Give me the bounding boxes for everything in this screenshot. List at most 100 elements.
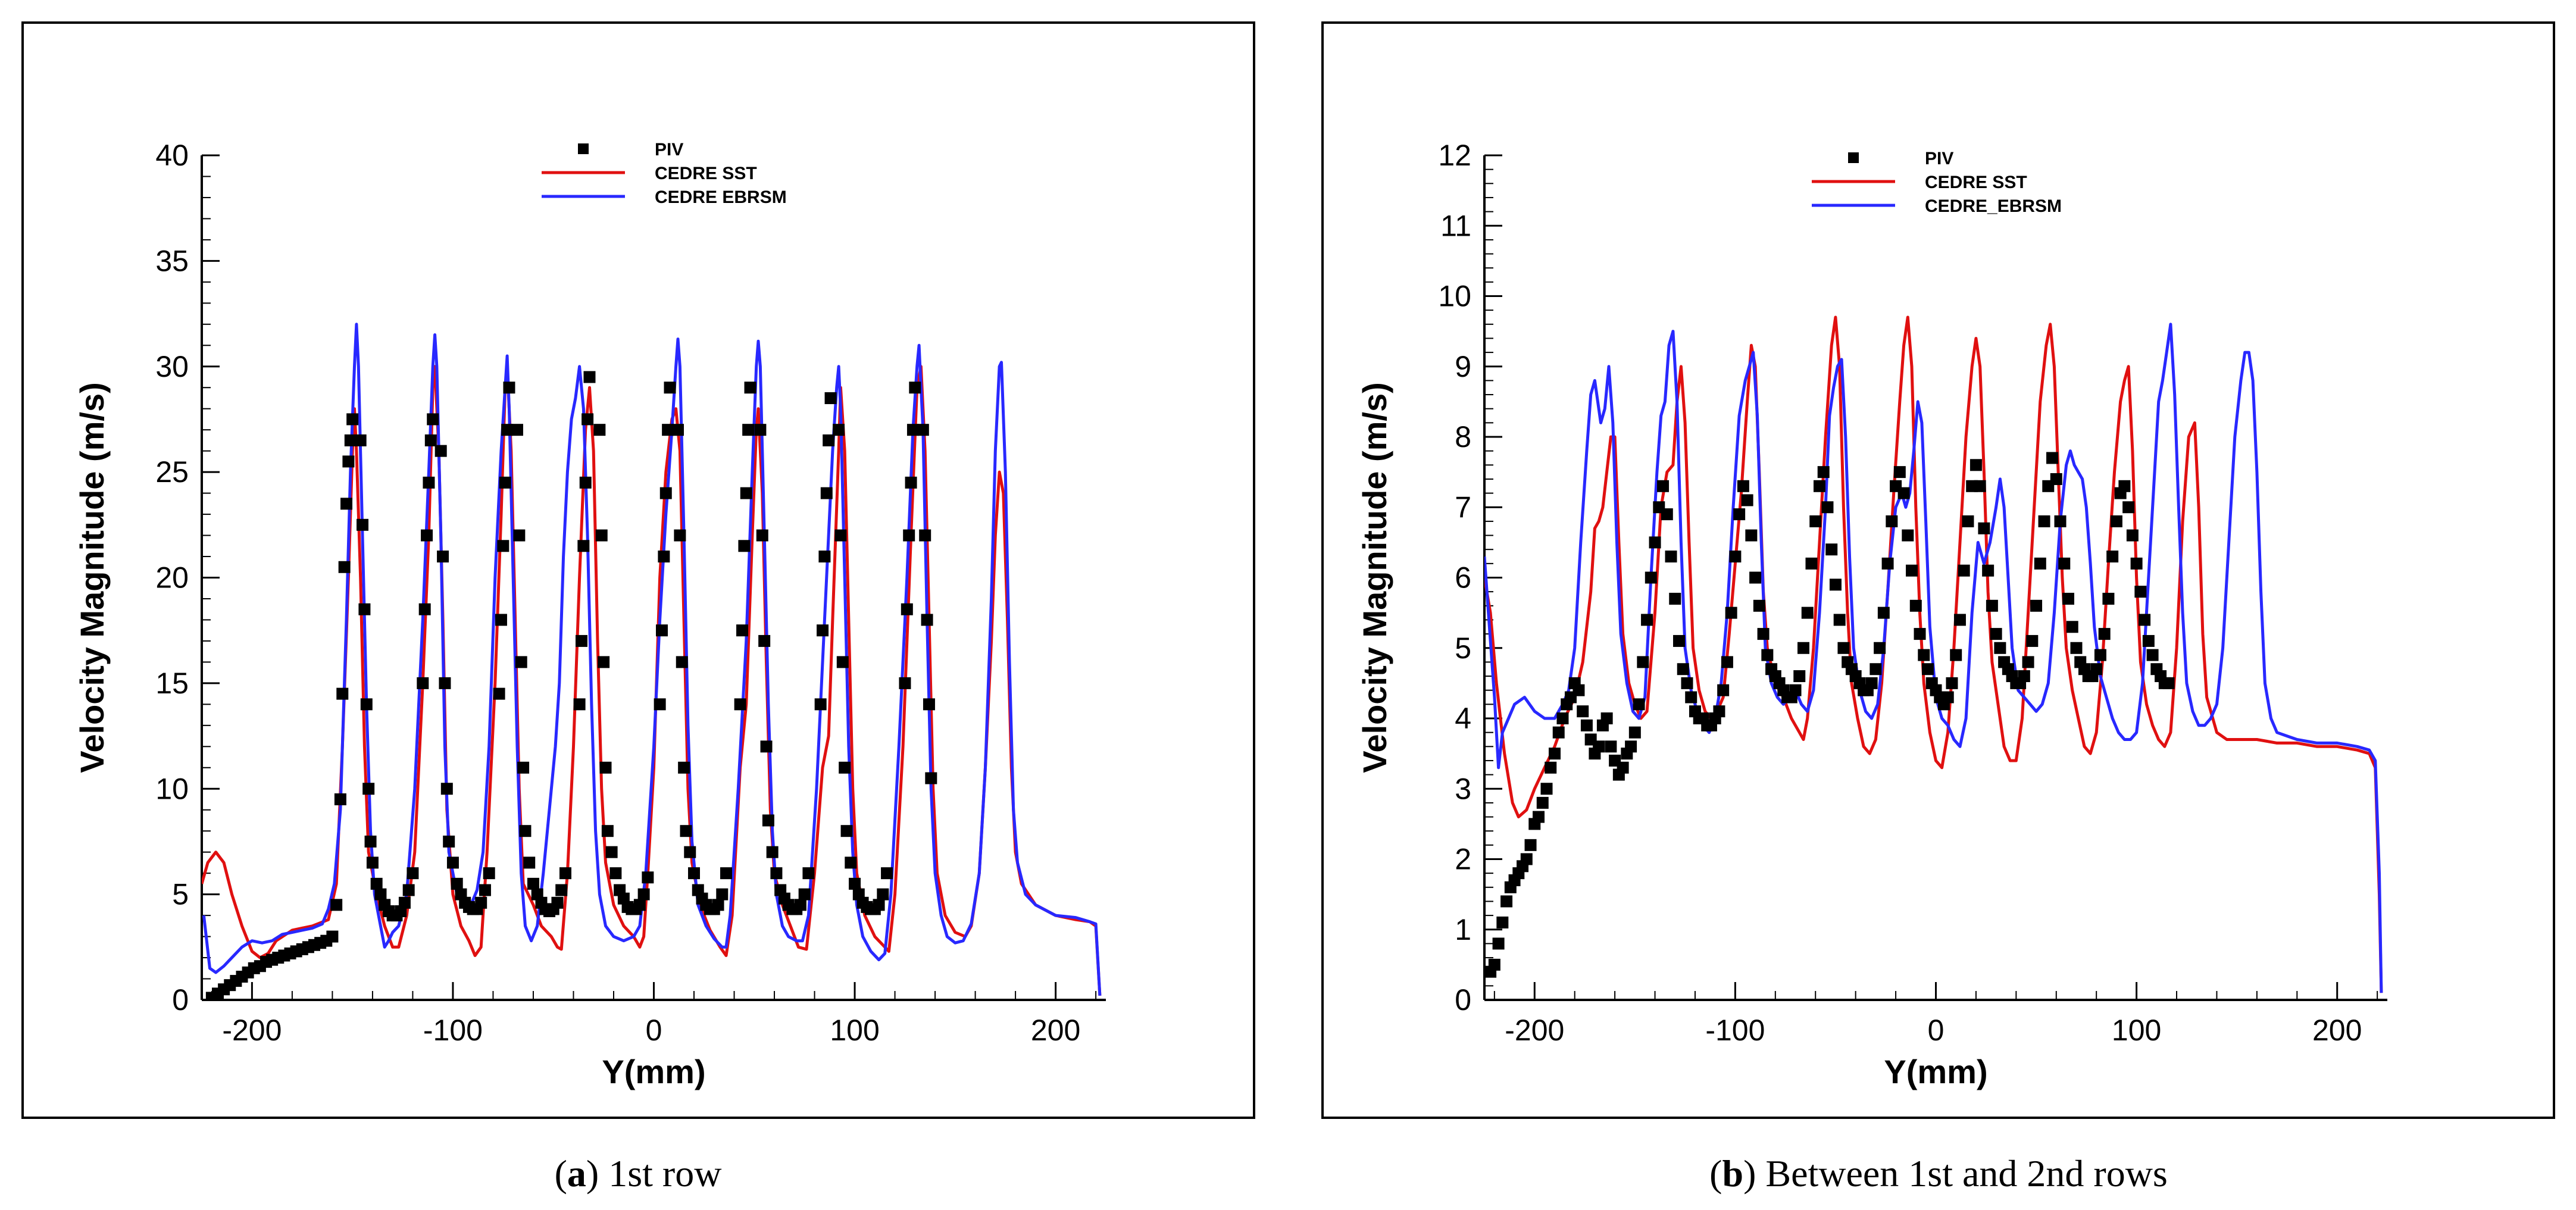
chart-a-series-piv-point <box>840 825 853 837</box>
chart-b-series-piv-point <box>2062 592 2074 605</box>
chart-a-series-piv-point <box>499 476 511 489</box>
chart-b-series-piv-point <box>1978 522 1990 534</box>
chart-a-series-piv-point <box>798 888 811 901</box>
chart-a-series-piv-point <box>834 529 847 542</box>
chart-a-series-piv-point <box>605 846 618 858</box>
chart-b-series-piv-point <box>1821 501 1834 514</box>
chart-a-series-piv-point <box>579 476 592 489</box>
chart-a-series-piv-point <box>877 888 889 901</box>
chart-a-series-piv-point <box>740 487 752 499</box>
chart-b-legend: PIV CEDRE SST CEDRE_EBRSM <box>1812 149 2062 216</box>
chart-a-y-tick-label: 20 <box>155 561 189 595</box>
chart-a-series-piv-point <box>849 877 861 890</box>
chart-a-series-piv-point <box>794 899 806 911</box>
chart-a-series-piv-point <box>346 413 359 426</box>
chart-a-series-piv-point <box>760 740 773 753</box>
chart-a-y-tick-label: 25 <box>155 455 189 489</box>
chart-a-series-piv-point <box>601 825 614 837</box>
chart-b-x-tick-label: -100 <box>1705 1014 1765 1047</box>
chart-b-series-piv-point <box>1721 656 1733 668</box>
chart-a-series-piv-point <box>609 867 622 880</box>
chart-a-series-piv-point <box>340 498 353 510</box>
chart-b-series-piv-point <box>1492 937 1505 950</box>
chart-b-series-piv-point <box>1969 459 1982 471</box>
chart-b-series-piv-point <box>1681 677 1693 689</box>
chart-b-plot-area <box>1484 315 2383 993</box>
chart-b-y-tick-label: 8 <box>1455 420 1471 454</box>
chart-a-series-piv-point <box>511 424 523 436</box>
chart-a-series-piv-point <box>662 424 674 436</box>
chart-a-series-piv-point <box>417 677 429 689</box>
chart-a-y-tick-label: 0 <box>172 983 189 1017</box>
chart-a-series-piv-point <box>513 529 526 542</box>
chart-a-series-piv-point <box>475 896 487 909</box>
chart-b-series-piv-point <box>1886 515 1898 527</box>
chart-b-series-piv-point <box>2066 621 2078 633</box>
chart-b-series-piv-point <box>1677 663 1689 676</box>
chart-b-series-piv-point <box>1600 712 1613 724</box>
chart-a-series-piv-point <box>573 698 586 711</box>
chart-b-series-piv-point <box>1893 466 1906 479</box>
chart-a-series-piv-point <box>716 888 729 901</box>
chart-a-series-piv-point <box>680 825 692 837</box>
chart-b-series-cedre-ebrsm-line <box>1484 323 2383 993</box>
chart-a-series-piv-point <box>814 698 827 711</box>
caption-a: (a) 1st row <box>554 1152 722 1195</box>
chart-a-series-piv-point <box>836 656 849 668</box>
chart-b-series-piv-point <box>1745 529 1758 542</box>
chart-b-series-piv-point <box>1797 642 1810 654</box>
chart-a-legend-label-cedre-sst: CEDRE SST <box>655 164 757 183</box>
chart-a-series-piv-point <box>684 846 696 858</box>
chart-b-series-piv-point <box>1757 628 1770 640</box>
chart-panel-a: 0 5 10 15 20 25 30 35 40 -200 -100 0 100 200 Y(mm) Velo… <box>21 21 1255 1119</box>
chart-b-series-piv-point <box>1593 740 1605 753</box>
chart-b-series-piv-point <box>1625 740 1637 753</box>
chart-a-series-piv-point <box>418 603 431 615</box>
chart-b-series-piv-point <box>2098 628 2111 640</box>
chart-a-series-piv-point <box>402 884 415 896</box>
chart-a-series-piv-point <box>917 424 929 436</box>
chart-b-y-tick-label: 10 <box>1438 280 1471 313</box>
chart-b-series-piv-point <box>2050 473 2062 485</box>
chart-b-series-piv-point <box>1994 642 2006 654</box>
chart-a-series-piv-point <box>439 677 451 689</box>
chart-b-series-piv-point <box>1520 853 1533 865</box>
chart-panel-b: 0 1 2 3 4 5 6 7 8 9 10 11 12 -200 -100 0 100 200 Y(mm) Velo… <box>1321 21 2555 1119</box>
chart-a-series-piv-point <box>654 698 666 711</box>
chart-a-series-piv-point <box>358 603 371 615</box>
chart-b-series-piv-point <box>1761 649 1774 661</box>
chart-a-y-tick-label: 30 <box>155 350 189 383</box>
chart-b-series-piv-point <box>1801 606 1814 619</box>
chart-b-series-piv-point <box>2090 663 2103 676</box>
chart-a-series-piv-point <box>873 899 885 911</box>
chart-b-x-tick-label: 200 <box>2312 1014 2362 1047</box>
chart-a-y-tick-label: 35 <box>155 244 189 277</box>
chart-b-series-piv-point <box>1617 761 1629 774</box>
chart-b-series-piv-point <box>2046 452 2059 464</box>
chart-a-series-piv-point <box>421 529 433 542</box>
chart-b-legend-label-piv: PIV <box>1925 149 1953 168</box>
chart-a-series-piv-point <box>817 624 829 637</box>
chart-a-series-piv-point <box>754 424 767 436</box>
chart-a-series-piv-point <box>326 930 339 943</box>
chart-a-series-piv-point <box>756 529 768 542</box>
chart-a-series-piv-point <box>437 551 449 563</box>
chart-b-series-piv-point <box>1950 649 1962 661</box>
chart-b-legend-swatch-piv <box>1848 152 1859 163</box>
chart-b-series-piv-point <box>1741 494 1753 506</box>
chart-b-series-piv-point <box>1870 663 1882 676</box>
chart-b-legend-label-cedre-sst: CEDRE SST <box>1925 173 2027 192</box>
chart-b-series-piv-point <box>1725 606 1737 619</box>
chart-a-series-piv-point <box>519 825 532 837</box>
chart-b-series-piv-point <box>1881 557 1894 570</box>
chart-b-series-piv-point <box>2146 649 2159 661</box>
chart-b-series-piv-point <box>1874 642 1886 654</box>
chart-b-series-piv-point <box>2126 529 2139 542</box>
chart-b-series-piv-point <box>1897 487 1910 499</box>
chart-a-series-piv-point <box>424 434 437 446</box>
chart-b-series-piv-point <box>1669 592 1681 605</box>
chart-b-series-piv-point <box>1685 691 1697 704</box>
chart-b-y-tick-label: 0 <box>1455 983 1471 1017</box>
chart-b-x-tick-label: 100 <box>2112 1014 2161 1047</box>
chart-a-x-tick-label: -100 <box>423 1014 483 1047</box>
